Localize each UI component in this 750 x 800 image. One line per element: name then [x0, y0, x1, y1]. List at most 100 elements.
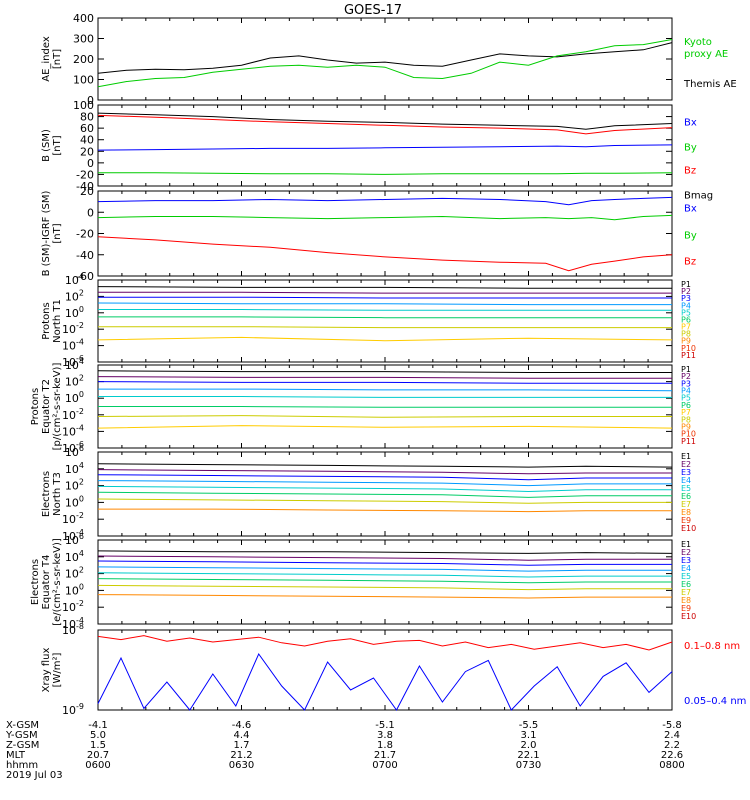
panel-frame	[97, 104, 673, 187]
legend-item: P9	[681, 422, 691, 431]
legend-item: E2	[681, 460, 691, 469]
legend-item: P11	[681, 437, 696, 446]
y-tick-label: 100	[65, 305, 84, 320]
legend-item: E4	[681, 564, 691, 573]
legend-item: E1	[681, 452, 691, 461]
series-line-0.05-0.4-nm	[97, 652, 673, 711]
y-tick-label: 102	[65, 288, 84, 303]
legend-item: E9	[681, 516, 691, 525]
y-tick-label: 80	[80, 111, 94, 124]
y-axis-label: B (SM)-IGRF (SM) [nT]	[41, 191, 63, 277]
series-line-e6	[97, 578, 672, 584]
y-axis-label-line: [nT]	[52, 223, 63, 243]
y-axis-label-line: AE_index	[41, 36, 52, 82]
series-line-by	[98, 172, 673, 175]
y-axis-label-line: Protons	[41, 302, 52, 339]
series-line-e5	[97, 572, 672, 578]
y-tick-label: 40	[80, 134, 94, 147]
y-tick-label: 10-8	[62, 622, 84, 637]
series-line-e4	[97, 566, 672, 572]
y-tick-label: 102	[65, 374, 84, 389]
y-tick-label: 102	[65, 566, 84, 581]
x-axis-row-label: X-GSM	[6, 720, 39, 731]
series-line-kyoto-proxy-ae	[97, 39, 673, 88]
x-axis-value: 20.7	[87, 750, 109, 761]
y-tick-label: -40	[76, 249, 94, 262]
y-axis-label-line: Xray flux	[41, 648, 52, 693]
series-line-e1	[97, 463, 673, 468]
y-tick-label: 20	[80, 185, 94, 198]
legend-item: By	[684, 143, 697, 154]
legend-item: P10	[681, 344, 696, 353]
legend-item: By	[684, 231, 697, 242]
panel-frame	[97, 17, 673, 101]
legend-item: P7	[681, 408, 691, 417]
y-axis-label-line: [p/(cm²-s-sr-keV)]	[52, 363, 63, 451]
y-tick-label: 104	[65, 272, 84, 287]
y-axis-label: Electrons Equator T4 [e/(cm²-s-sr-keV)]	[30, 538, 63, 626]
y-tick-label: 10-4	[62, 423, 84, 438]
y-tick-label: 102	[65, 478, 84, 493]
y-tick-label: -40	[76, 180, 94, 193]
legend-item: Bx	[684, 204, 697, 215]
legend-item: E8	[681, 596, 691, 605]
series-line-p4	[98, 388, 673, 392]
x-axis-row-label: Y-GSM	[5, 730, 38, 741]
panel-bigrf: -60 -40 -20 0 20 B (SM)-IGRF (SM) [nT] Bx By Bz	[41, 185, 697, 283]
x-axis-value: 3.8	[377, 730, 393, 741]
x-axis-value: 2.4	[664, 730, 680, 741]
y-tick-label: 0	[87, 94, 94, 107]
legend-item: proxy AE	[684, 49, 728, 60]
legend-item: P11	[681, 351, 696, 360]
series-line-p8	[97, 336, 673, 342]
series-line-e2	[97, 469, 672, 475]
y-tick-label: 100	[65, 390, 84, 405]
series-line-e3	[97, 474, 672, 481]
legend-item: P5	[681, 308, 691, 317]
legend-item: P7	[681, 323, 691, 332]
legend-item: Bx	[684, 118, 697, 129]
x-axis-row-label: hhmm	[6, 760, 38, 771]
legend: 0.1–0.8 nm 0.05–0.4 nm	[684, 641, 746, 707]
series-line-bmag	[97, 112, 673, 130]
y-tick-label: 104	[65, 549, 84, 564]
y-tick-label: 100	[65, 582, 84, 597]
y-tick-label: 100	[73, 74, 94, 87]
x-axis-value: 2.2	[664, 740, 680, 751]
x-axis-value: -5.5	[519, 720, 539, 731]
y-axis-label-line: [e/(cm²-s-sr-keV)]	[52, 538, 63, 626]
y-tick-label: 104	[65, 357, 84, 372]
x-axis-value: 3.1	[521, 730, 537, 741]
y-tick-label: 106	[65, 532, 84, 547]
y-tick-label: 106	[65, 444, 84, 459]
legend-item: P2	[681, 287, 691, 296]
legend-item: E5	[681, 484, 691, 493]
x-axis-value: 21.2	[230, 750, 252, 761]
legend-item: E3	[681, 556, 691, 565]
y-tick-label: 0	[87, 157, 94, 170]
x-axis-value: 0730	[516, 760, 541, 771]
series-line-p3	[97, 381, 672, 384]
series-line-e7	[97, 498, 672, 504]
series-line-p2	[97, 376, 672, 379]
legend-item: P1	[681, 365, 691, 374]
y-axis-label-line: B (SM)-IGRF (SM)	[41, 191, 52, 277]
panel-xray: 10-9 10-8 Xray flux [W/m²] 0.1–0.8 nm 0.05–0.…	[41, 622, 746, 717]
y-axis-label: Protons Equator T2 [p/(cm²-s-sr-keV)]	[30, 363, 63, 451]
x-axis-value: 1.7	[234, 740, 250, 751]
y-axis-label: B (SM) [nT]	[41, 129, 63, 162]
series-line-p1	[97, 286, 672, 289]
series-line-e2	[97, 555, 672, 561]
series-line-bx	[97, 196, 673, 206]
series-line-e1	[97, 550, 673, 554]
series-line-p5	[98, 396, 672, 398]
x-axis-value: 2.0	[521, 740, 537, 751]
